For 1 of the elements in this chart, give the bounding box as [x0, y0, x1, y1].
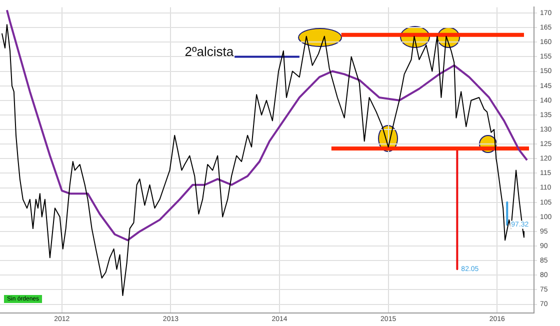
annotation: 2ºalcista [184, 44, 234, 59]
